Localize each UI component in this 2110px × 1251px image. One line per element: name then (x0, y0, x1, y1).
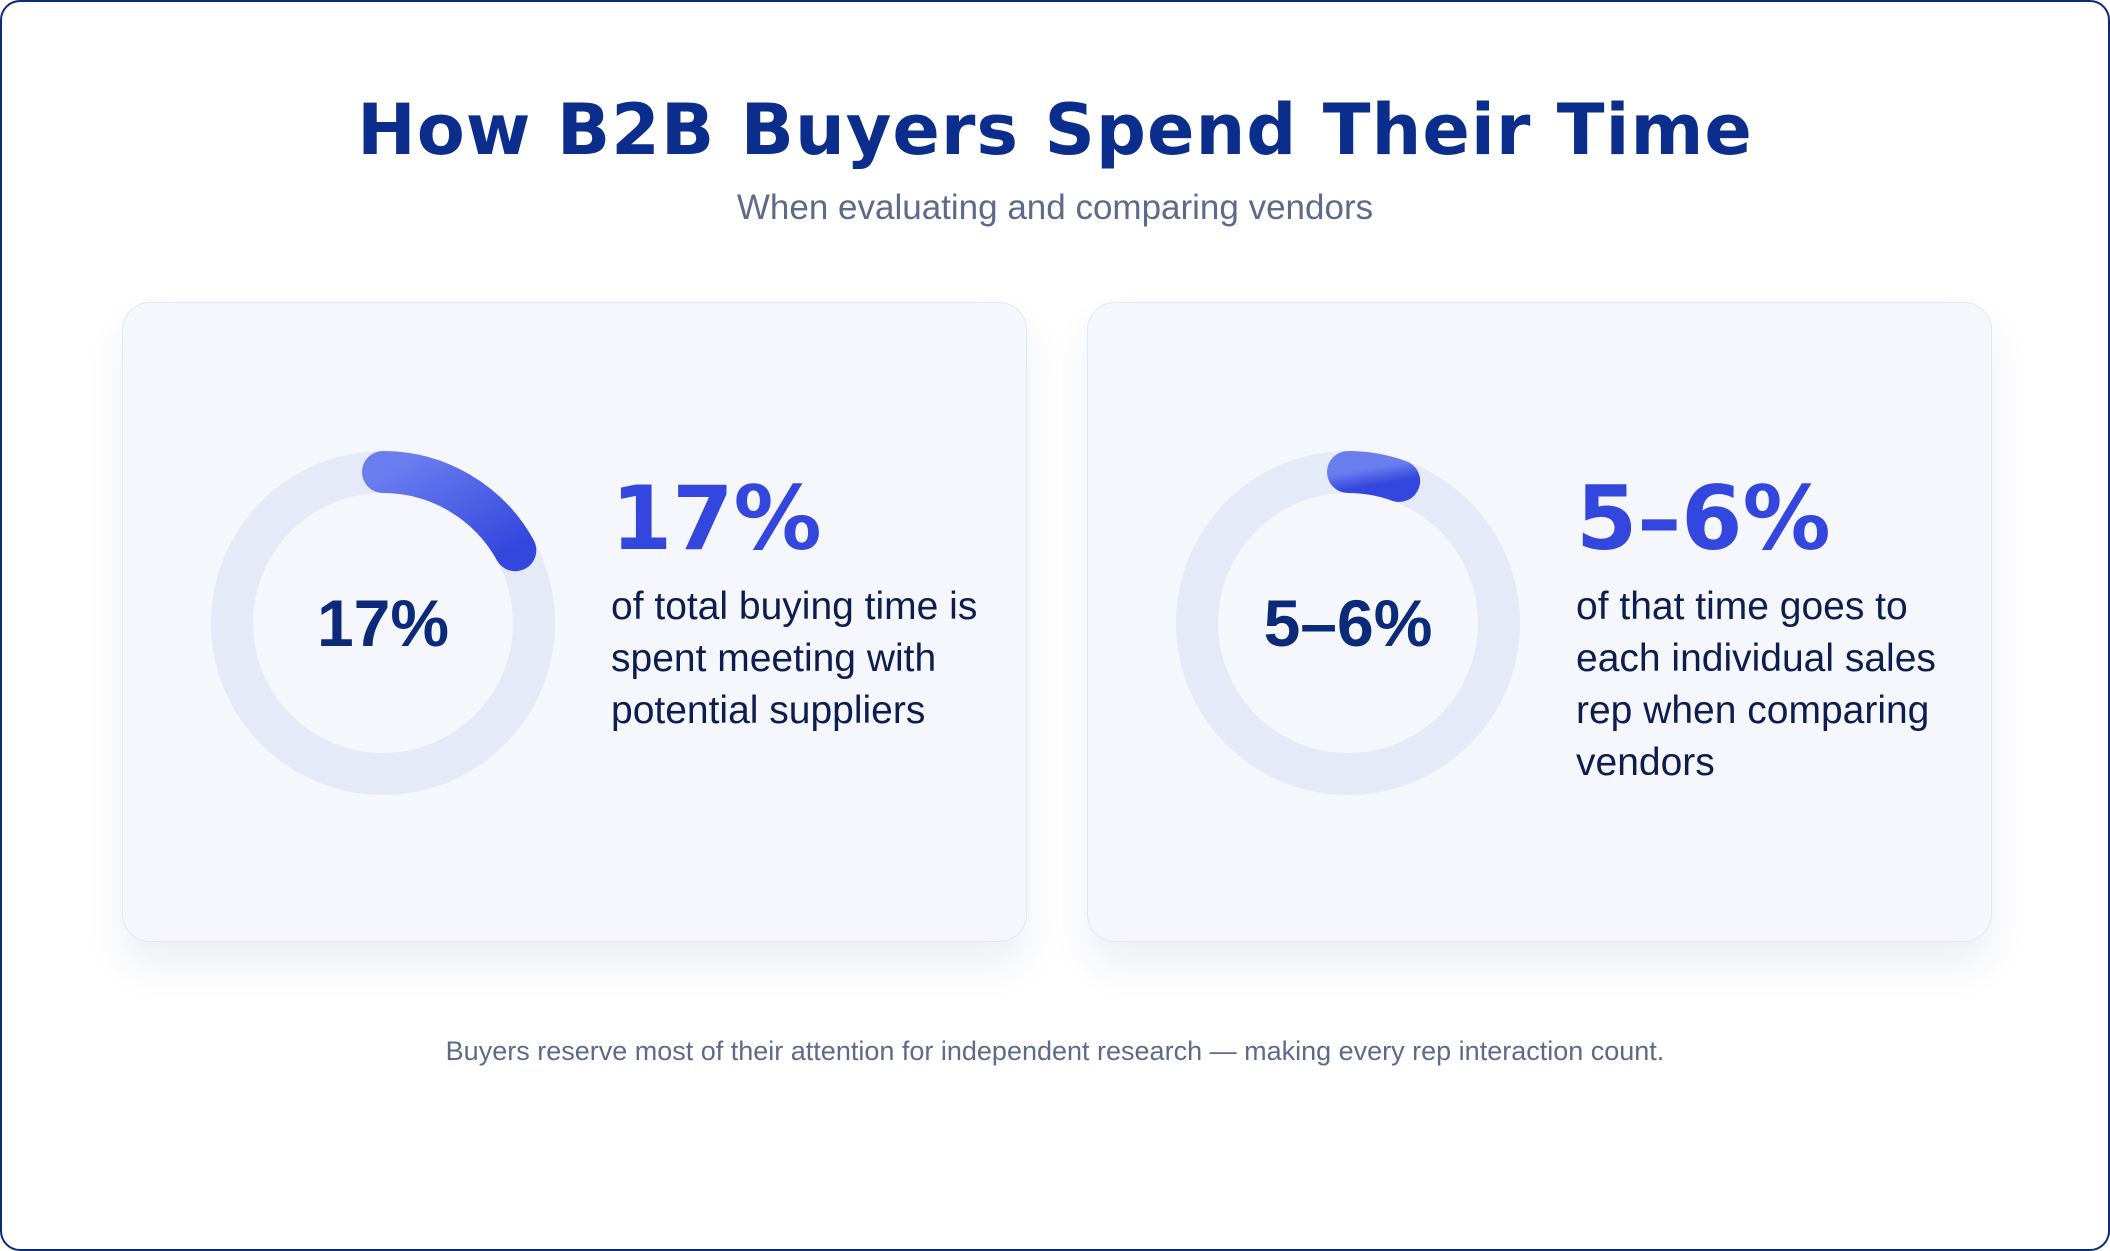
stat-card-meeting-time: 17% 17% of total buying time is spent me… (122, 302, 1027, 942)
ring-center-value: 17% (316, 586, 450, 660)
progress-ring-graphic (1176, 451, 1520, 795)
stat-description: of that time goes to each individual sal… (1576, 585, 1936, 784)
ring-progress-arc (1327, 451, 1421, 502)
progress-ring: 17% (211, 451, 555, 795)
ring-center-value: 5–6% (1263, 586, 1433, 660)
stat-value: 5–6% (1576, 467, 1831, 570)
footnote: Buyers reserve most of their attention f… (445, 1036, 1665, 1066)
stat-description: of total buying time is spent meeting wi… (611, 585, 978, 732)
stat-value: 17% (611, 467, 822, 570)
stat-card-rep-share: 5–6% 5–6% of that time goes to each indi… (1087, 302, 1992, 942)
page-subtitle: When evaluating and comparing vendors (736, 188, 1374, 227)
stat-text: 17% of total buying time is spent meetin… (611, 475, 1011, 737)
ring-progress-arc (362, 451, 537, 572)
stat-text: 5–6% of that time goes to each individua… (1576, 475, 1976, 789)
progress-ring: 5–6% (1176, 451, 1520, 795)
page-title: How B2B Buyers Spend Their Time (357, 89, 1753, 171)
progress-ring-graphic (211, 451, 555, 795)
